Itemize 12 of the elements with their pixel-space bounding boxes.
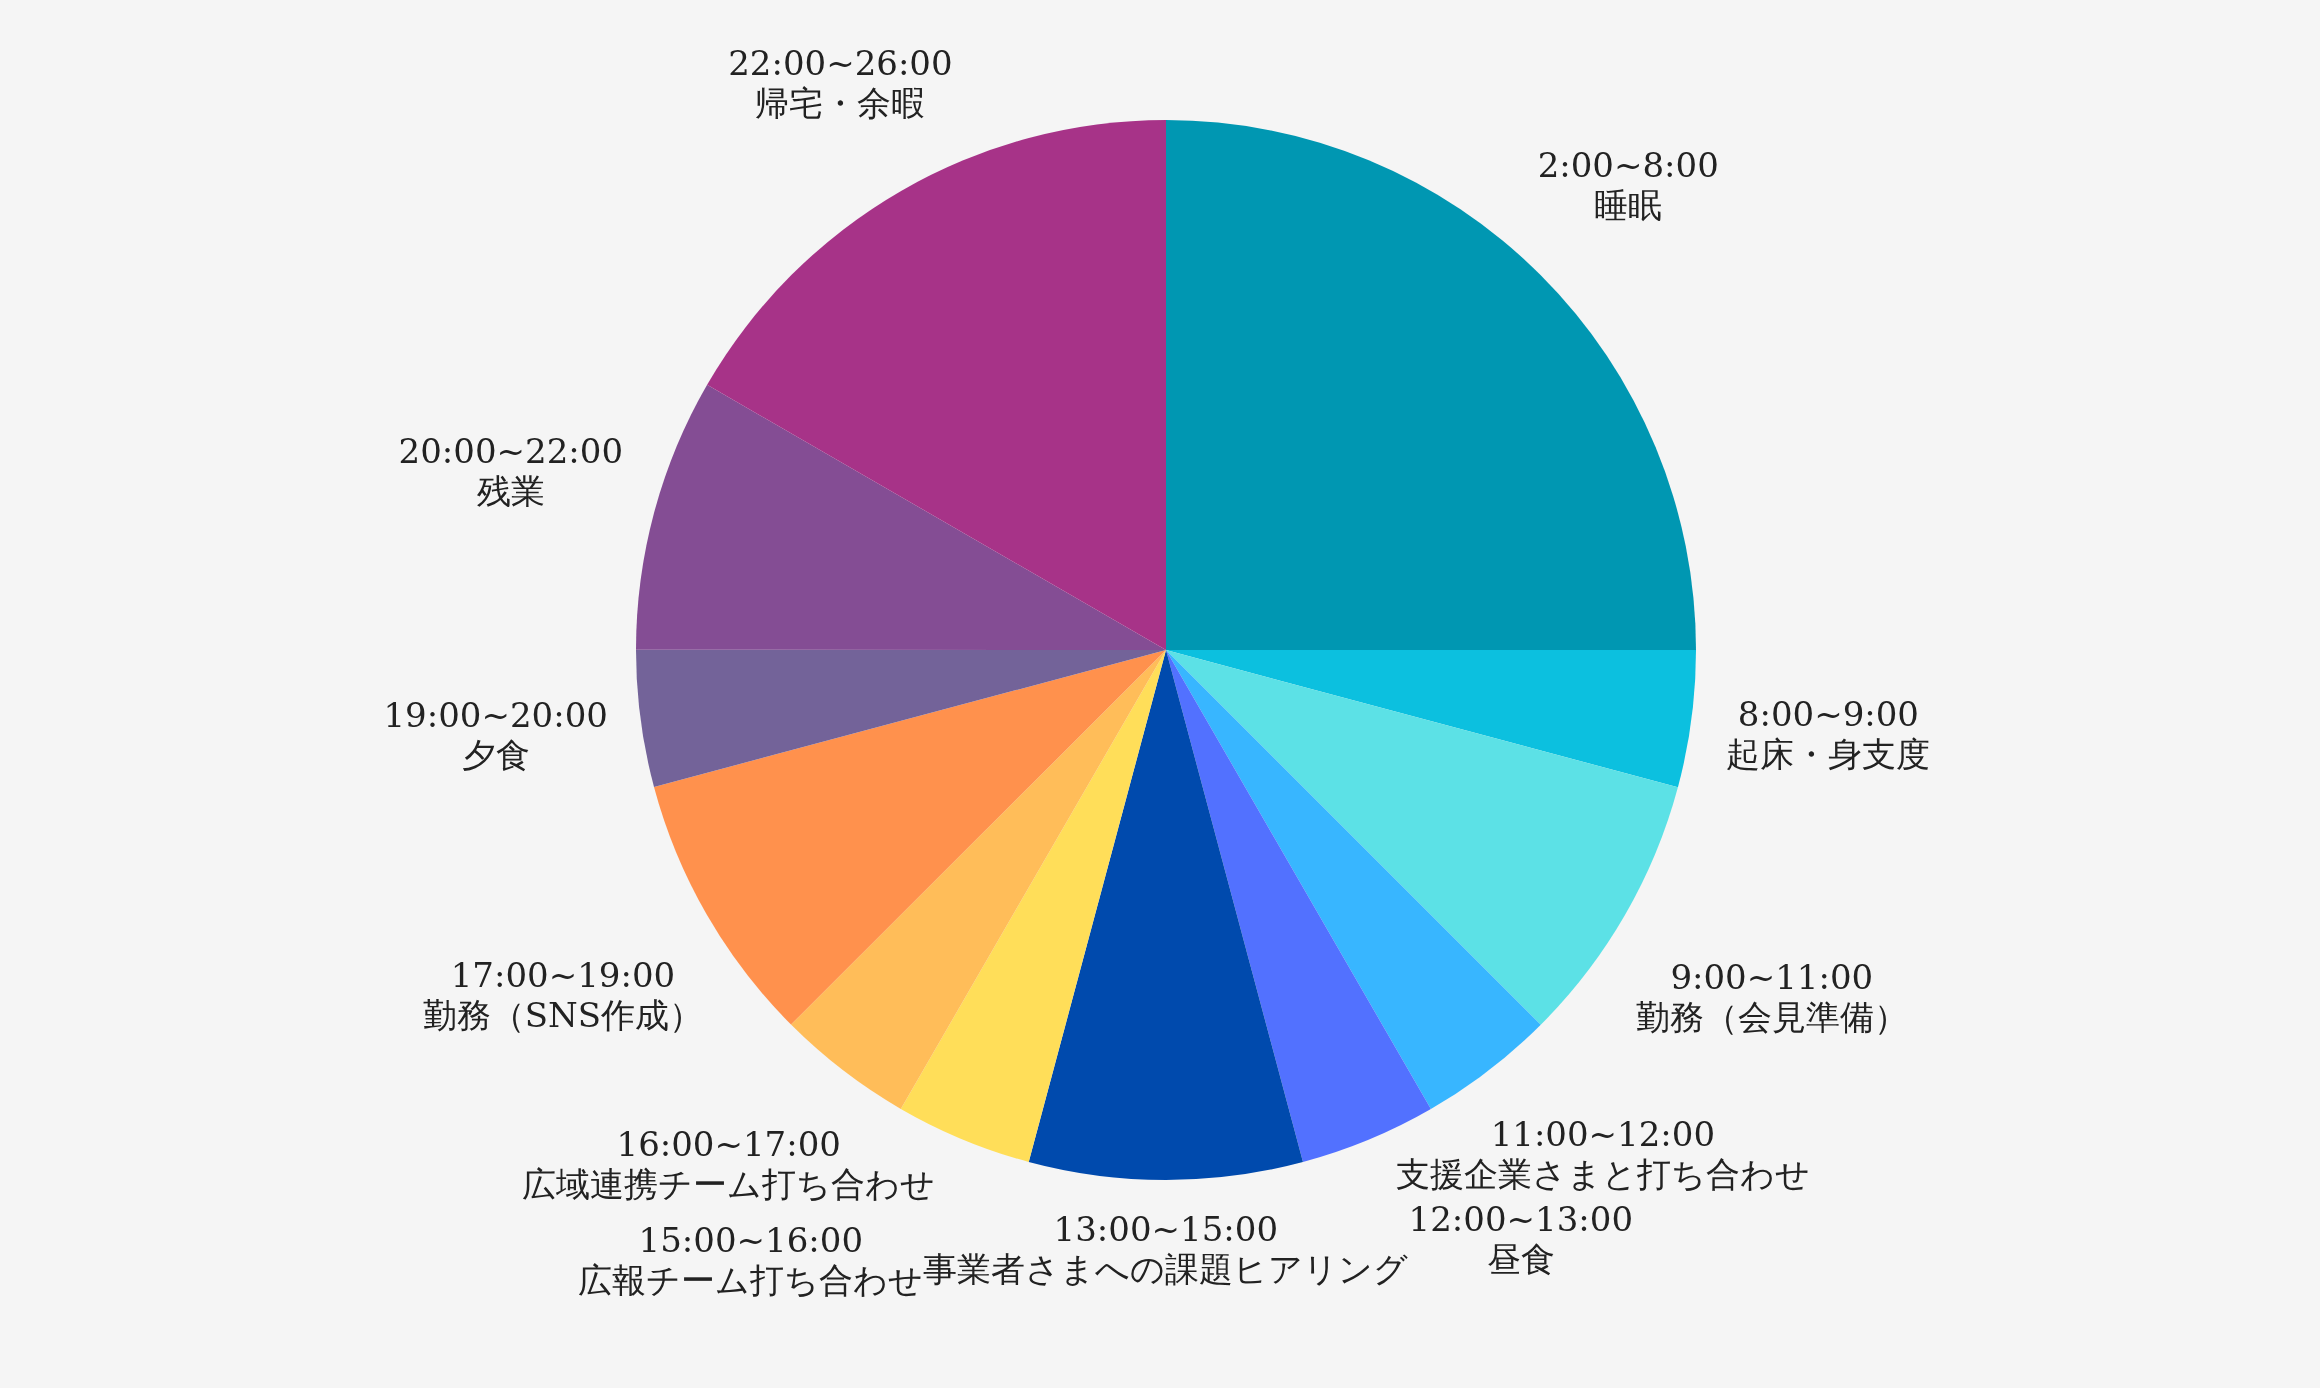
slice-label: 9:00~11:00 勤務（会見準備）: [1635, 956, 1908, 1037]
slice-label: 15:00~16:00 広報チーム打ち合わせ: [578, 1220, 924, 1301]
slice-label: 12:00~13:00 昼食: [1408, 1199, 1634, 1280]
slice-label: 11:00~12:00 支援企業さまと打ち合わせ: [1395, 1114, 1810, 1195]
slice-label: 17:00~19:00 勤務（SNS作成）: [422, 954, 704, 1035]
slice-label: 8:00~9:00 起床・身支度: [1726, 694, 1931, 775]
slice-label: 16:00~17:00 広域連携チーム打ち合わせ: [522, 1123, 936, 1204]
slice-label: 2:00~8:00 睡眠: [1537, 144, 1719, 225]
slice-label: 13:00~15:00 事業者さまへの課題ヒアリング: [923, 1208, 1409, 1289]
slice-label: 19:00~20:00 夕食: [383, 694, 608, 775]
slice-label: 22:00~26:00 帰宅・余暇: [728, 42, 953, 123]
slice-label: 20:00~22:00 残業: [398, 431, 624, 512]
